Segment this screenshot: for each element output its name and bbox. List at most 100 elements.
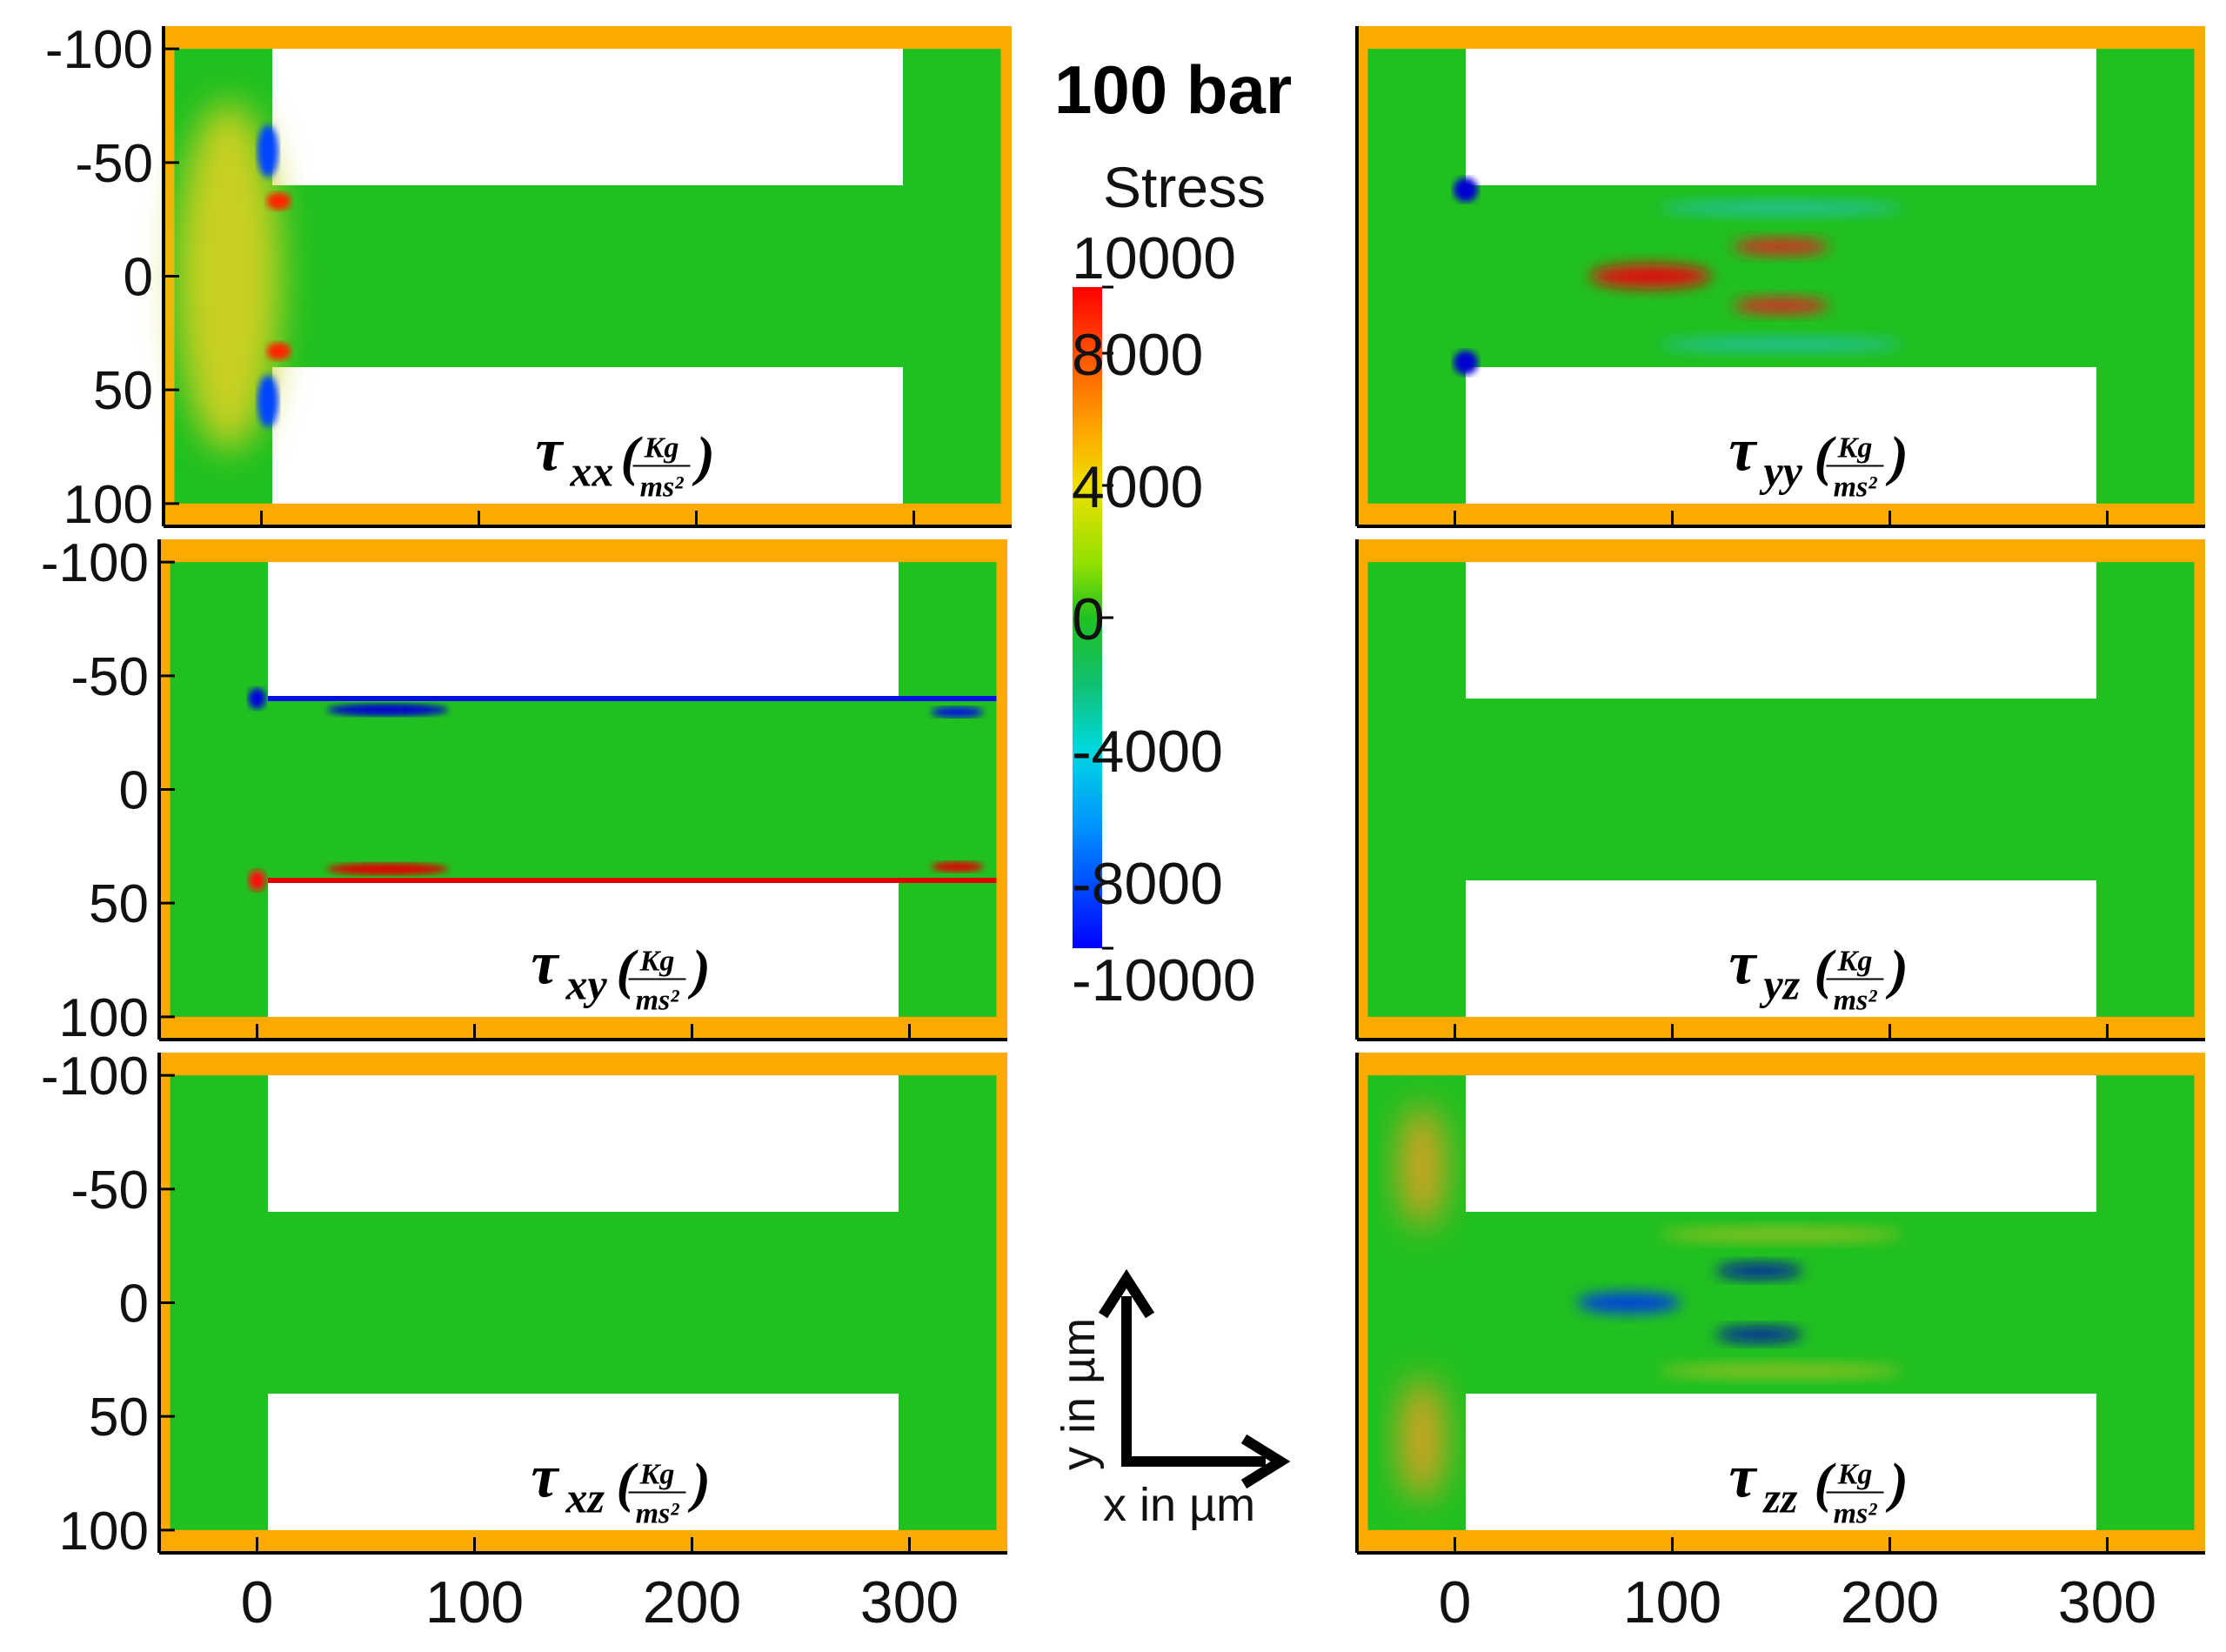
- unit-numerator: Kg: [639, 1458, 675, 1490]
- colorbar-tick-label: -4000: [1072, 719, 1223, 785]
- y-tick-label: -100: [45, 20, 153, 80]
- stress-features: [177, 102, 291, 451]
- stress-features: [1454, 177, 1903, 375]
- pressure-label: 100 bar: [1054, 51, 1292, 128]
- corner-negative-top: [1454, 177, 1478, 203]
- corner-negative-top: [257, 124, 278, 177]
- fluid-domain: [170, 1075, 997, 1530]
- fluid-domain: [1367, 49, 2195, 504]
- channel-region: [1466, 698, 2096, 881]
- unit-denominator: ms²: [1834, 471, 1878, 503]
- centerline-positive: [1589, 264, 1712, 289]
- solid-block-top: [1466, 562, 2096, 699]
- unit-numerator: Kg: [1837, 431, 1873, 464]
- corner-negative-bottom: [257, 375, 278, 428]
- fluid-domain: [1367, 562, 2195, 1017]
- axis-direction-indicator: y in µm x in µm: [1053, 1268, 1291, 1531]
- paren-close: ): [688, 1451, 711, 1513]
- y-tick-label: -100: [41, 1047, 149, 1107]
- tau-symbol: τ: [531, 1443, 560, 1510]
- corner-positive-bottom: [266, 342, 291, 360]
- x-tick-label: 100: [1623, 1569, 1721, 1635]
- shear-positive-upper: [1733, 238, 1829, 255]
- colorbar: Stress 10000 8000 4000 0 -4000 -8000 -10000: [1072, 155, 1266, 1013]
- unit-numerator: Kg: [1837, 945, 1873, 977]
- y-arrow-head-icon: [1098, 1268, 1155, 1319]
- outlet-region: [899, 562, 997, 1017]
- wall-band-bottom: [1659, 337, 1903, 351]
- unit-denominator: ms²: [1834, 1497, 1878, 1529]
- fluid-domain: [170, 562, 997, 1017]
- colorbar-tick-label: -10000: [1072, 947, 1256, 1013]
- corner-positive: [248, 870, 266, 892]
- colorbar-title: Stress: [1103, 155, 1266, 219]
- y-tick-label: 100: [64, 475, 153, 535]
- colorbar-gradient: [1073, 287, 1102, 948]
- outlet-region: [899, 1075, 997, 1530]
- colorbar-ticks: 10000 8000 4000 0 -4000 -8000 -10000: [1072, 225, 1256, 1013]
- wall-band-top: [1659, 201, 1903, 216]
- x-tick-label: 0: [241, 1569, 274, 1635]
- tau-symbol: τ: [1729, 1443, 1758, 1510]
- solid-block-bottom: [1466, 880, 2096, 1017]
- tau-symbol: τ: [1729, 417, 1758, 484]
- y-tick-label: 100: [59, 1502, 149, 1562]
- y-tick-label: -50: [70, 647, 149, 707]
- tau-subscript: zz: [1762, 1473, 1798, 1522]
- y-tick-label: 0: [119, 1274, 149, 1334]
- solid-block-bottom: [268, 1394, 899, 1530]
- y-tick-label: 50: [93, 361, 153, 421]
- solid-block-bottom: [272, 367, 903, 504]
- unit-denominator: ms²: [640, 471, 685, 503]
- inlet-positive-top: [1400, 1105, 1444, 1227]
- colorbar-tick-label: 0: [1072, 586, 1105, 652]
- channel-region: [268, 698, 899, 881]
- tau-subscript: xz: [565, 1473, 605, 1522]
- wall-band-bottom: [1659, 1363, 1903, 1378]
- outlet-region: [903, 49, 1001, 504]
- solid-block-bottom: [1466, 1394, 2096, 1530]
- tau-subscript: xx: [570, 446, 614, 495]
- outlet-region: [2096, 562, 2195, 1017]
- solid-block-top: [1466, 1075, 2096, 1212]
- paren-close: ): [692, 425, 715, 486]
- y-tick-label: 50: [89, 1388, 149, 1448]
- corner-negative: [248, 687, 266, 709]
- corner-positive-top: [266, 192, 291, 211]
- tau-symbol: τ: [531, 930, 560, 997]
- y-tick-label: -50: [70, 1160, 149, 1221]
- inlet-region: [170, 1075, 268, 1530]
- inlet-gradient: [177, 102, 281, 451]
- inlet-region: [1367, 562, 1466, 1017]
- wall-shear-positive: [326, 862, 449, 875]
- stress-features: [248, 687, 997, 892]
- y-tick-label: -50: [75, 134, 153, 194]
- outlet-positive: [931, 861, 984, 873]
- unit-denominator: ms²: [636, 984, 680, 1016]
- paren-close: ): [1886, 1451, 1908, 1513]
- fluid-domain: [1367, 1075, 2195, 1530]
- inlet-positive-bottom: [1400, 1378, 1444, 1501]
- tau-subscript: yz: [1760, 960, 1801, 1008]
- colorbar-tick-label: 8000: [1072, 322, 1203, 388]
- paren-close: ): [1886, 425, 1908, 486]
- solid-block-top: [268, 1075, 899, 1212]
- y-tick-label: 0: [119, 761, 149, 821]
- channel-region: [1466, 1211, 2096, 1395]
- outlet-region: [2096, 49, 2195, 504]
- colorbar-tick-label: -8000: [1072, 851, 1223, 917]
- x-tick-label: 300: [860, 1569, 959, 1635]
- shear-negative-upper: [1715, 1263, 1803, 1278]
- y-tick-label: 0: [124, 248, 153, 308]
- shear-negative-lower: [1715, 1328, 1803, 1342]
- x-direction-label: x in µm: [1103, 1479, 1255, 1531]
- y-direction-label: y in µm: [1053, 1318, 1105, 1470]
- x-arrow-head-icon: [1240, 1434, 1291, 1489]
